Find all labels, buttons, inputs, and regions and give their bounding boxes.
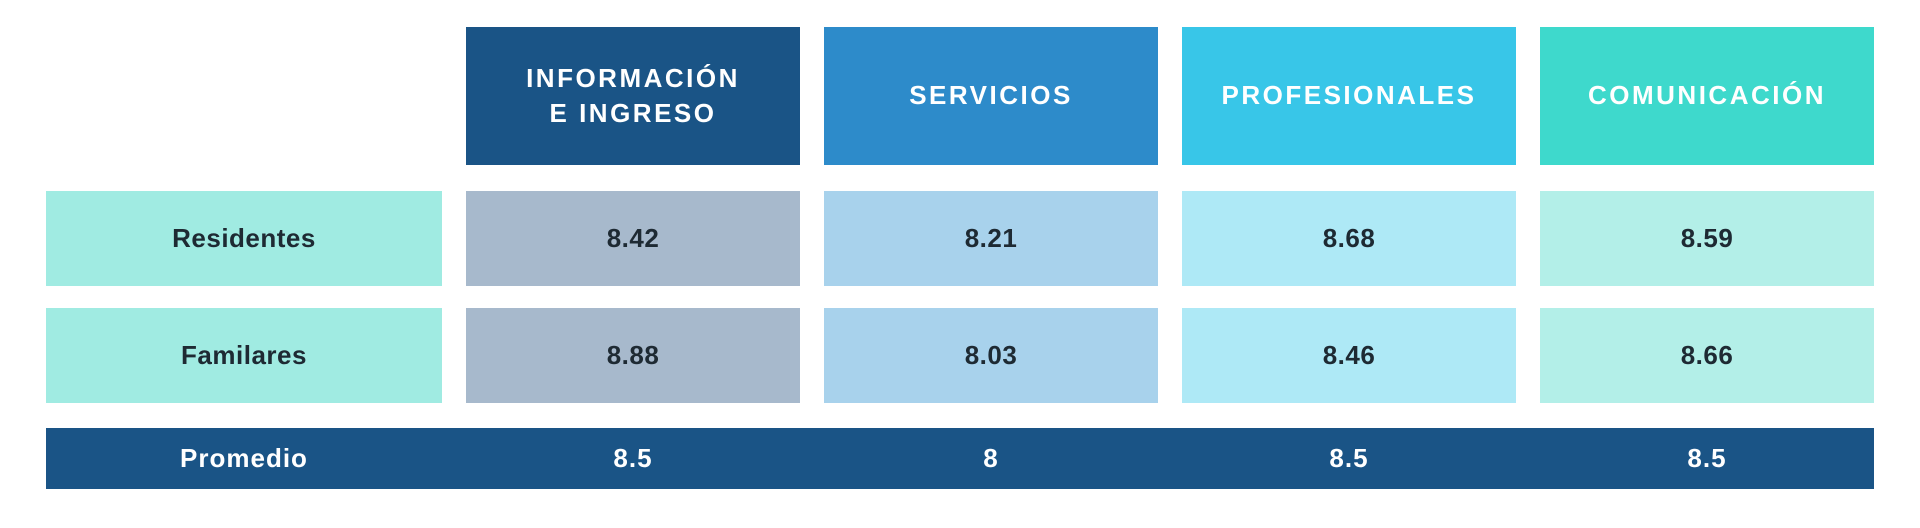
row-label-residentes: Residentes [46, 191, 442, 286]
footer-value-cell: 8 [983, 443, 999, 473]
value-cell: 8.03 [824, 308, 1158, 403]
row-label-promedio: Promedio [180, 443, 308, 473]
table-sheet: INFORMACIÓN E INGRESO SERVICIOS PROFESIO… [46, 27, 1874, 489]
footer-grid: Promedio 8.5 8 8.5 8.5 [46, 428, 1874, 489]
footer-value-cell: 8.5 [1329, 443, 1369, 473]
header-spacer [46, 27, 442, 165]
table-row-familares: Familares 8.88 8.03 8.46 8.66 [46, 308, 1874, 403]
column-header-label: SERVICIOS [909, 80, 1073, 111]
footer-row-promedio: Promedio 8.5 8 8.5 8.5 [46, 428, 1874, 489]
footer-value-cell: 8.5 [1687, 443, 1727, 473]
value-cell: 8.59 [1540, 191, 1874, 286]
value-cell: 8.88 [466, 308, 800, 403]
header-row: INFORMACIÓN E INGRESO SERVICIOS PROFESIO… [46, 27, 1874, 165]
column-header-label: PROFESIONALES [1221, 80, 1477, 111]
value-cell: 8.66 [1540, 308, 1874, 403]
column-header-label: COMUNICACIÓN [1588, 80, 1826, 111]
footer-value-cell: 8.5 [613, 443, 653, 473]
value-cell: 8.21 [824, 191, 1158, 286]
table-row-residentes: Residentes 8.42 8.21 8.68 8.59 [46, 191, 1874, 286]
column-header-servicios: SERVICIOS [824, 27, 1158, 165]
column-header-comunicacion: COMUNICACIÓN [1540, 27, 1874, 165]
column-header-profesionales: PROFESIONALES [1182, 27, 1516, 165]
value-cell: 8.46 [1182, 308, 1516, 403]
column-header-informacion-e-ingreso: INFORMACIÓN E INGRESO [466, 27, 800, 165]
row-label-familares: Familares [46, 308, 442, 403]
column-header-label: INFORMACIÓN [526, 62, 740, 93]
value-cell: 8.42 [466, 191, 800, 286]
column-header-label: E INGRESO [549, 98, 717, 128]
value-cell: 8.68 [1182, 191, 1516, 286]
